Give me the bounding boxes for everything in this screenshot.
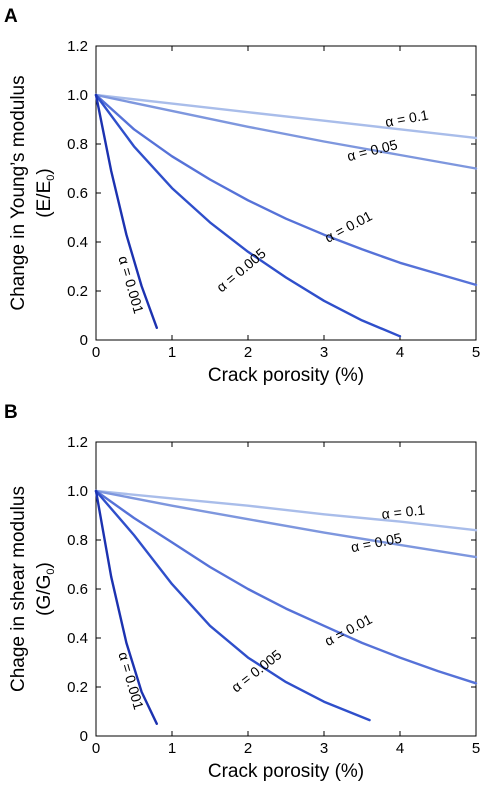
- panel-b-series-line-0: [94, 489, 478, 532]
- panel-b-y-axis-label-2-main: (G/G: [34, 575, 55, 616]
- panel-a-x-tick-label: 1: [168, 344, 176, 361]
- panel-a-y-tick-label: 0.6: [67, 185, 88, 202]
- panel-b-series-label-2: α = 0.01: [322, 611, 375, 649]
- panel-a-series-line-1: [94, 93, 478, 170]
- panel-a-series-label-2: α = 0.01: [322, 207, 375, 245]
- panel-b-x-axis-label: Crack porosity (%): [208, 761, 364, 782]
- panel-b-x-tick-label: 4: [396, 740, 404, 757]
- panel-a-x-tick-label: 3: [320, 344, 328, 361]
- panel-a-x-tick-label: 0: [92, 344, 100, 361]
- panel-a-x-axis-label: Crack porosity (%): [208, 365, 364, 386]
- panel-a-y-tick-label: 0.2: [67, 283, 88, 300]
- panel-b-plot-frame: [95, 441, 477, 737]
- panel-a-y-axis-label-2: (E/E0): [34, 168, 57, 217]
- panel-a-series-label-1: α = 0.05: [345, 136, 399, 164]
- panel-a-y-axis-label-2-end: ): [34, 168, 55, 174]
- panel-a-x-tick-label: 2: [244, 344, 252, 361]
- panel-a-y-axis-label: Change in Young’s modulus: [8, 75, 29, 310]
- panel-b-y-axis-label: Chage in shear modulus: [8, 486, 29, 692]
- panel-a-series-line-4: [94, 93, 159, 329]
- panel-b-x-tick-label: 5: [472, 740, 480, 757]
- panel-b-y-tick-label: 0.2: [67, 679, 88, 696]
- panel-a-series-line-3: [94, 93, 402, 338]
- panel-a-y-tick-label: 1.0: [67, 87, 88, 104]
- panel-a-letter: A: [4, 6, 18, 27]
- panel-a-series-label-0: α = 0.1: [384, 107, 430, 130]
- panel-b-series-label-4: α = 0.001: [115, 650, 147, 711]
- panel-b-x-tick-label: 0: [92, 740, 100, 757]
- panel-b-series-label-0: α = 0.1: [381, 502, 426, 522]
- panel-a-y-tick-label: 1.2: [67, 38, 88, 55]
- panel-a-plot-frame: [95, 45, 477, 341]
- panel-b-y-tick-label: 0.6: [67, 581, 88, 598]
- panel-a-series-line-0: [94, 93, 478, 140]
- panel-b-series-line-2: [94, 489, 478, 685]
- panel-b-y-tick-label: 0.4: [67, 630, 88, 647]
- panel-b-series-line-4: [94, 489, 159, 725]
- panel-a-y-tick-label: 0.8: [67, 136, 88, 153]
- panel-a-x-tick-label: 4: [396, 344, 404, 361]
- panel-b-y-axis-label-2: (G/G0): [34, 562, 57, 616]
- panel-b-y-tick-label: 0: [80, 728, 88, 745]
- panel-b-x-tick-label: 1: [168, 740, 176, 757]
- panel-a-y-axis-label-2-sub: 0: [45, 175, 57, 181]
- panel-b-series-line-1: [94, 489, 478, 559]
- panel-b-series-line-3: [94, 489, 371, 722]
- panel-b-x-tick-label: 3: [320, 740, 328, 757]
- panel-b-y-axis-label-2-sub: 0: [45, 569, 57, 575]
- panel-a-y-tick-label: 0.4: [67, 234, 88, 251]
- panel-b-y-tick-label: 1.2: [67, 434, 88, 451]
- panel-a-series-label-3: α = 0.005: [213, 245, 269, 295]
- panel-b-letter: B: [4, 402, 18, 423]
- panel-a-x-tick-label: 5: [472, 344, 480, 361]
- panel-b-y-tick-label: 1.0: [67, 483, 88, 500]
- panel-a-y-tick-label: 0: [80, 332, 88, 349]
- panel-b-series-label-1: α = 0.05: [350, 530, 404, 556]
- panel-a-y-axis-label-2-main: (E/E: [34, 181, 55, 218]
- panel-b-x-tick-label: 2: [244, 740, 252, 757]
- panel-b-y-tick-label: 0.8: [67, 532, 88, 549]
- panel-b-y-axis-label-2-end: ): [34, 562, 55, 568]
- panel-b-series-label-3: α = 0.005: [228, 646, 285, 695]
- panel-a-series-line-2: [94, 93, 478, 287]
